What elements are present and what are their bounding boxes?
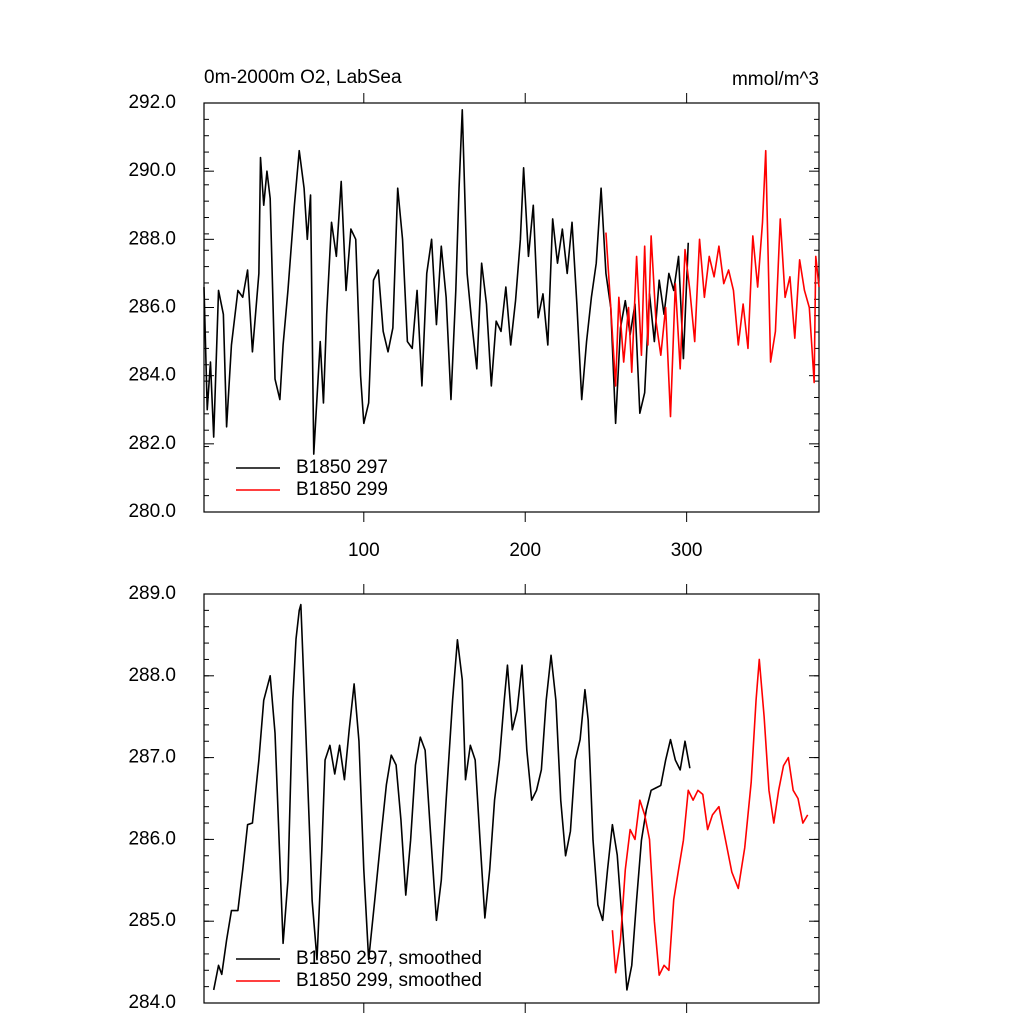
y-tick-label: 287.0 xyxy=(128,747,176,768)
y-tick-label: 288.0 xyxy=(128,665,176,686)
y-tick-label: 284.0 xyxy=(128,992,176,1013)
legend-label: B1850 299, smoothed xyxy=(296,970,482,991)
y-tick-label: 292.0 xyxy=(128,92,176,113)
data-line xyxy=(605,149,820,418)
chart-title: 0m-2000m O2, LabSea xyxy=(204,67,402,88)
x-tick-label: 200 xyxy=(509,540,541,561)
y-tick-label: 285.0 xyxy=(128,910,176,931)
plot-frame xyxy=(203,102,820,513)
y-tick-label: 282.0 xyxy=(128,433,176,454)
y-tick-label: 286.0 xyxy=(128,828,176,849)
data-line xyxy=(611,658,809,976)
data-line xyxy=(203,109,690,455)
y-tick-label: 290.0 xyxy=(128,160,176,181)
legend-label: B1850 299 xyxy=(296,479,388,500)
data-line xyxy=(212,603,691,991)
y-tick-label: 284.0 xyxy=(128,365,176,386)
y-tick-label: 289.0 xyxy=(128,583,176,604)
y-tick-label: 286.0 xyxy=(128,297,176,318)
x-tick-label: 100 xyxy=(348,540,380,561)
units-label: mmol/m^3 xyxy=(732,69,819,90)
legend-label: B1850 297, smoothed xyxy=(296,948,482,969)
y-tick-label: 280.0 xyxy=(128,501,176,522)
legend-label: B1850 297 xyxy=(296,457,388,478)
x-tick-label: 300 xyxy=(671,540,703,561)
plot-frame xyxy=(203,593,820,1004)
y-tick-label: 288.0 xyxy=(128,228,176,249)
